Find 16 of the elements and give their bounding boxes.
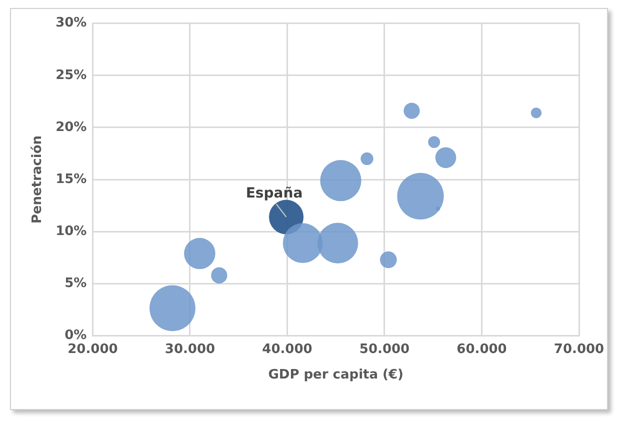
x-tick-label: 60.000 (456, 342, 507, 357)
y-tick-label: 0% (64, 328, 87, 344)
x-tick-label: 30.000 (164, 342, 216, 357)
x-tick-label: 50.000 (359, 342, 410, 357)
y-tick-label: 30% (56, 16, 87, 31)
y-axis-title: Penetración (30, 135, 46, 224)
x-axis-title: GDP per capita (€) (268, 368, 404, 383)
y-tick-label: 20% (56, 120, 87, 135)
y-tick-label: 10% (56, 224, 87, 240)
y-tick-label: 15% (56, 172, 87, 187)
annotation: España (246, 186, 303, 202)
x-tick-label: 20.000 (68, 342, 118, 357)
x-tick-label: 70.000 (554, 342, 604, 357)
y-tick-label: 25% (56, 68, 87, 83)
x-tick-label: 40.000 (262, 342, 312, 357)
y-tick-label: 5% (64, 276, 87, 292)
